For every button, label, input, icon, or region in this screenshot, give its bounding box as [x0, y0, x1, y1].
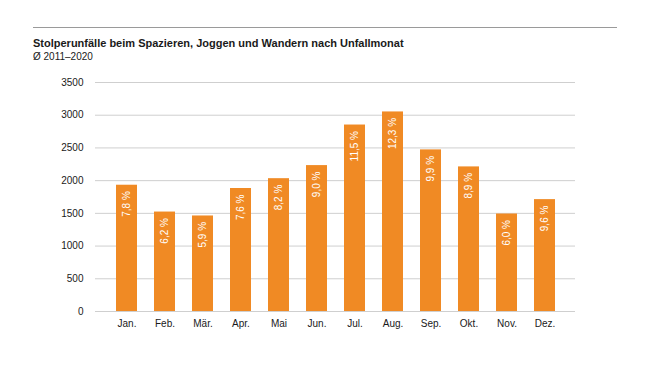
- svg-text:6,0 %: 6,0 %: [501, 220, 512, 246]
- svg-text:9,6 %: 9,6 %: [539, 206, 550, 232]
- svg-text:12,3 %: 12,3 %: [387, 118, 398, 149]
- svg-text:9,0 %: 9,0 %: [311, 171, 322, 197]
- svg-text:2000: 2000: [61, 175, 84, 186]
- svg-text:6,2 %: 6,2 %: [159, 218, 170, 244]
- svg-text:1500: 1500: [61, 208, 84, 219]
- svg-text:2500: 2500: [61, 142, 84, 153]
- svg-text:Apr.: Apr.: [232, 318, 250, 329]
- svg-text:Dez.: Dez.: [535, 318, 556, 329]
- svg-text:8,9 %: 8,9 %: [463, 173, 474, 199]
- svg-text:Aug.: Aug.: [383, 318, 404, 329]
- svg-text:1000: 1000: [61, 240, 84, 251]
- svg-text:Feb.: Feb.: [155, 318, 175, 329]
- svg-text:Nov.: Nov.: [497, 318, 517, 329]
- svg-text:7,6 %: 7,6 %: [235, 194, 246, 220]
- html-text:Stolperunfälle beim Spazieren,: Stolperunfälle beim Spazieren, Joggen un…: [33, 37, 404, 49]
- svg-text:11,5 %: 11,5 %: [349, 131, 360, 161]
- svg-text:3000: 3000: [61, 109, 84, 120]
- svg-text:5,9 %: 5,9 %: [197, 222, 208, 248]
- svg-text:Okt.: Okt.: [460, 318, 478, 329]
- svg-text:0: 0: [78, 306, 84, 317]
- svg-text:Jan.: Jan.: [118, 318, 137, 329]
- svg-text:500: 500: [67, 273, 84, 284]
- svg-text:Sep.: Sep.: [421, 318, 442, 329]
- svg-text:7,8 %: 7,8 %: [121, 191, 132, 217]
- svg-text:9,9 %: 9,9 %: [425, 156, 436, 182]
- html-text:Ø 2011–2020: Ø 2011–2020: [33, 51, 93, 62]
- svg-text:Mär.: Mär.: [193, 318, 212, 329]
- svg-text:8,2 %: 8,2 %: [273, 185, 284, 211]
- svg-text:3500: 3500: [61, 77, 84, 88]
- svg-text:Jul.: Jul.: [347, 318, 363, 329]
- svg-text:Jun.: Jun.: [308, 318, 327, 329]
- svg-text:Mai: Mai: [271, 318, 287, 329]
